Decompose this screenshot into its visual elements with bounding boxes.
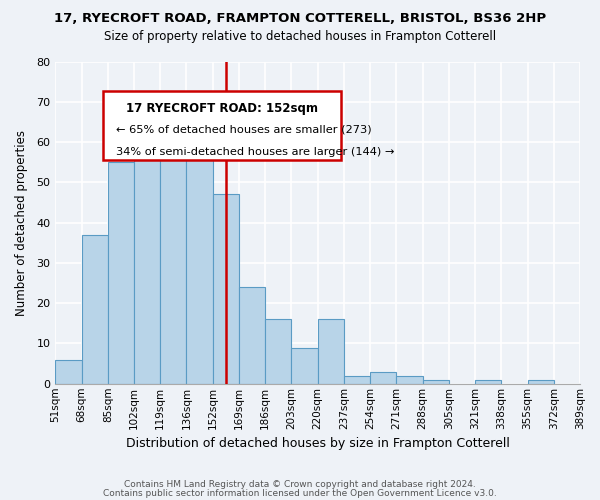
Bar — [213, 194, 239, 384]
Bar — [397, 376, 422, 384]
Bar — [265, 320, 292, 384]
Bar — [370, 372, 397, 384]
Bar — [344, 376, 370, 384]
Text: ← 65% of detached houses are smaller (273): ← 65% of detached houses are smaller (27… — [116, 124, 371, 134]
Bar — [475, 380, 501, 384]
Bar — [292, 348, 317, 384]
Bar — [134, 130, 160, 384]
Bar — [108, 162, 134, 384]
Bar — [239, 287, 265, 384]
Text: 17 RYECROFT ROAD: 152sqm: 17 RYECROFT ROAD: 152sqm — [126, 102, 318, 115]
Bar — [317, 320, 344, 384]
FancyBboxPatch shape — [103, 90, 341, 160]
Text: Size of property relative to detached houses in Frampton Cotterell: Size of property relative to detached ho… — [104, 30, 496, 43]
Bar — [82, 234, 108, 384]
Bar — [422, 380, 449, 384]
Text: Contains public sector information licensed under the Open Government Licence v3: Contains public sector information licen… — [103, 488, 497, 498]
Bar — [527, 380, 554, 384]
Bar — [187, 158, 213, 384]
Bar — [160, 138, 187, 384]
Text: 17, RYECROFT ROAD, FRAMPTON COTTERELL, BRISTOL, BS36 2HP: 17, RYECROFT ROAD, FRAMPTON COTTERELL, B… — [54, 12, 546, 26]
X-axis label: Distribution of detached houses by size in Frampton Cotterell: Distribution of detached houses by size … — [126, 437, 509, 450]
Bar — [55, 360, 82, 384]
Y-axis label: Number of detached properties: Number of detached properties — [15, 130, 28, 316]
Text: 34% of semi-detached houses are larger (144) →: 34% of semi-detached houses are larger (… — [116, 147, 394, 157]
Text: Contains HM Land Registry data © Crown copyright and database right 2024.: Contains HM Land Registry data © Crown c… — [124, 480, 476, 489]
